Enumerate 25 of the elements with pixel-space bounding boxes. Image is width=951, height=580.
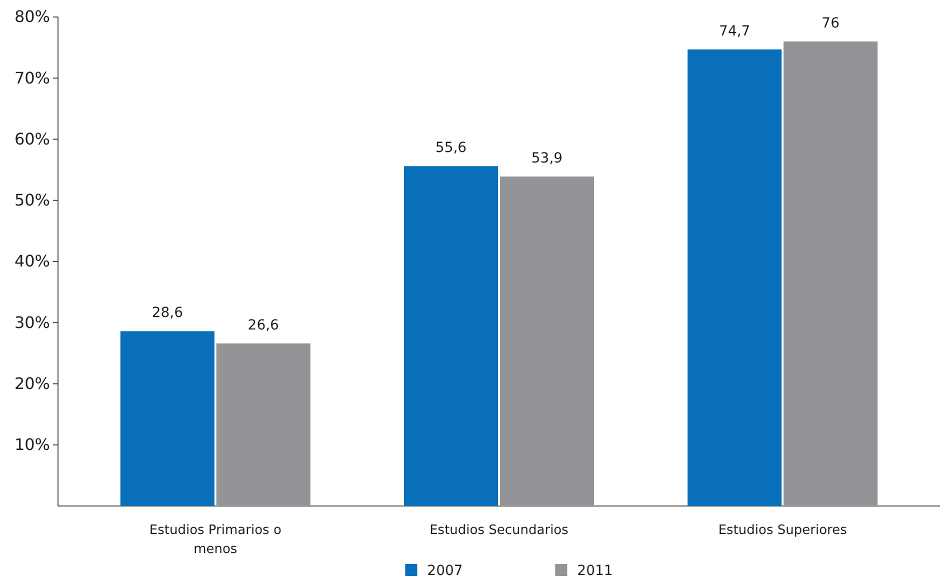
data-label: 28,6	[152, 305, 184, 322]
data-label: 55,6	[435, 140, 467, 156]
data-label: 74,7	[719, 23, 750, 40]
legend-label: 2007	[427, 563, 463, 579]
x-tick-label: Estudios Secundarios	[430, 523, 569, 538]
bar	[120, 331, 214, 506]
y-tick-label: 30%	[14, 312, 50, 332]
y-tick-label: 80%	[14, 7, 50, 26]
y-tick-label: 50%	[14, 190, 50, 210]
bar	[216, 343, 310, 506]
y-tick-label: 10%	[14, 434, 50, 454]
bar	[404, 166, 498, 506]
data-label: 76	[822, 15, 840, 32]
bar	[500, 176, 594, 506]
bar	[784, 41, 878, 506]
y-tick-label: 20%	[14, 374, 50, 393]
y-tick-label: 40%	[14, 252, 50, 271]
x-tick-label: Estudios Primarios o menos	[149, 523, 282, 557]
x-tick-label: Estudios Superiores	[718, 523, 848, 538]
data-label: 53,9	[531, 150, 563, 167]
y-tick-label: 60%	[14, 129, 50, 148]
bar	[688, 49, 782, 506]
y-tick-label: 70%	[14, 68, 50, 88]
data-label: 26,6	[248, 317, 280, 334]
legend-label: 2011	[577, 563, 613, 579]
